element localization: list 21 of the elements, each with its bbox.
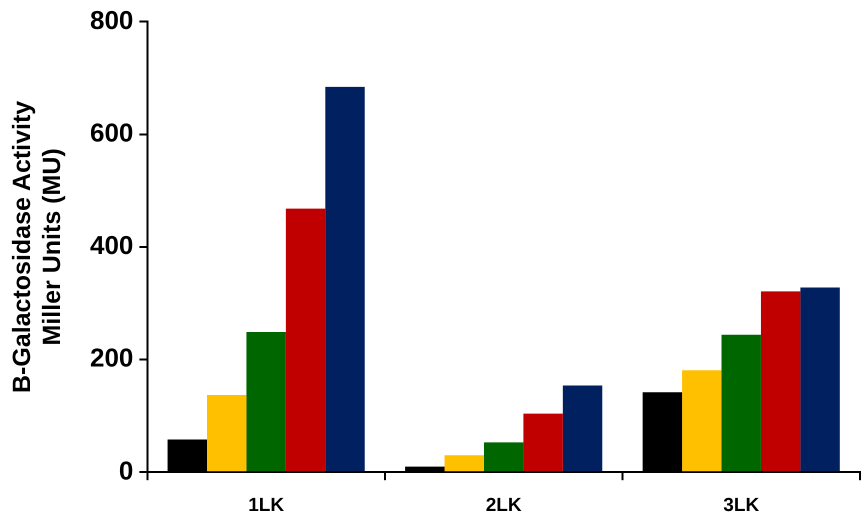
bar: [562, 385, 602, 472]
bar: [444, 455, 484, 472]
bar: [207, 395, 246, 472]
bar: [246, 332, 286, 472]
y-axis-title: B-Galactosidase Activity Miller Units (MU): [8, 100, 66, 394]
bar: [523, 414, 563, 472]
bar: [682, 370, 722, 472]
y-tick-label: 800: [90, 4, 134, 35]
bar: [286, 208, 326, 472]
y-tick-label: 400: [90, 230, 134, 260]
bar: [760, 291, 800, 472]
bar: [484, 442, 524, 472]
bar: [722, 334, 761, 472]
y-tick-label: 200: [90, 342, 134, 373]
y-tick-label: 0: [118, 455, 134, 486]
x-tick-label: 3LK: [723, 494, 760, 516]
x-tick-label: 1LK: [248, 494, 284, 516]
y-tick-label: 600: [90, 117, 134, 148]
x-tick-label: 2LK: [486, 494, 522, 516]
bar: [325, 86, 365, 472]
bar: [800, 287, 840, 472]
